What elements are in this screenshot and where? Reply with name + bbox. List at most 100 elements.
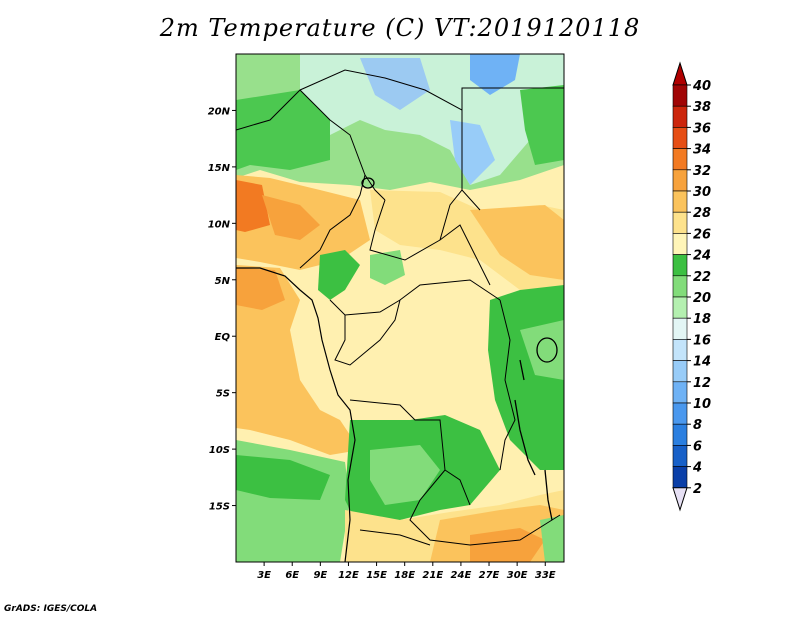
- colorbar-segment: [672, 84, 688, 107]
- colorbar-segment: [672, 233, 688, 255]
- lon-tick-label: 12E: [338, 570, 359, 581]
- colorbar-label: 36: [693, 121, 711, 136]
- colorbar-label: 24: [693, 249, 711, 264]
- lat-tick-label: 20N: [208, 106, 231, 117]
- border-line: [349, 399, 471, 506]
- colorbar-label: 14: [693, 355, 711, 370]
- colorbar-label: 18: [693, 312, 711, 327]
- colorbar-label: 34: [693, 143, 711, 158]
- lon-tick-label: 15E: [366, 570, 387, 581]
- colorbar-segment: [672, 148, 688, 171]
- colorbar-label: 32: [693, 164, 711, 179]
- lon-tick-label: 18E: [394, 570, 415, 581]
- field-green-se: [540, 515, 564, 562]
- field-hot-west: [236, 180, 270, 232]
- colorbar-label: 38: [693, 100, 711, 115]
- country-borders: [236, 69, 564, 546]
- lake-malawi: [544, 469, 553, 521]
- border-line: [461, 87, 564, 110]
- colorbar-label: 20: [693, 291, 711, 306]
- colorbar-label: 26: [693, 227, 711, 242]
- lake-chad: [361, 177, 375, 189]
- lon-tick-label: 9E: [313, 570, 327, 581]
- field-blue-north-2: [470, 54, 520, 95]
- colorbar-label: 12: [693, 376, 711, 391]
- field-green-car: [370, 250, 405, 285]
- field-blue-north-3: [450, 120, 495, 185]
- longitude-axis: 3E 6E 9E 12E 15E 18E 21E 24E 27E 30E 33E: [257, 562, 556, 581]
- field-blue-north-1: [360, 58, 430, 110]
- colorbar-label: 16: [693, 333, 711, 348]
- border-line: [334, 299, 401, 366]
- colorbar-segment: [672, 360, 688, 383]
- lat-tick-label: EQ: [215, 332, 231, 343]
- border-line: [439, 189, 481, 241]
- field-orange-gulf: [236, 265, 360, 455]
- border-line: [236, 89, 386, 201]
- lon-tick-label: 21E: [422, 570, 443, 581]
- lake-victoria: [536, 337, 558, 363]
- colorbar-label: 2: [693, 482, 702, 497]
- colorbar-segment: [672, 402, 688, 425]
- chart-title: 2m Temperature (C) VT:2019120118: [159, 14, 641, 42]
- lat-tick-label: 15S: [209, 502, 230, 513]
- lat-tick-label: 5N: [215, 276, 231, 287]
- border-line: [299, 174, 366, 269]
- field-green-rift-2: [520, 320, 564, 380]
- field-green-ne: [520, 85, 564, 165]
- lake-tanganyika: [514, 399, 536, 476]
- colorbar-high-arrow: [672, 61, 688, 86]
- colorbar-label: 8: [693, 418, 702, 433]
- lon-tick-label: 6E: [285, 570, 299, 581]
- field-orange-west-2: [262, 195, 320, 240]
- lon-tick-label: 33E: [535, 570, 556, 581]
- colorbar-segment: [672, 211, 688, 234]
- colorbar-segment: [672, 317, 688, 340]
- border-line: [409, 469, 561, 546]
- border-line: [369, 199, 491, 286]
- lake-albert: [519, 359, 525, 381]
- lat-tick-label: 15N: [208, 163, 231, 174]
- colorbar-segment: [672, 169, 688, 192]
- colorbar-label: 4: [692, 461, 702, 476]
- field-green-south-atlantic-2: [236, 455, 330, 500]
- colorbar-segment: [672, 254, 688, 277]
- colorbar-label: 10: [693, 397, 711, 412]
- colorbar-label: 28: [693, 206, 711, 221]
- latitude-axis: 20N 15N 10N 5N EQ 5S 10S 15S: [208, 106, 236, 513]
- border-line: [499, 299, 516, 471]
- field-orange-gulf-2: [236, 268, 285, 310]
- colorbar-label: 6: [693, 439, 702, 454]
- colorbar-segment: [672, 190, 688, 213]
- lon-tick-label: 3E: [257, 570, 271, 581]
- colorbar-segment: [672, 381, 688, 404]
- border-line: [299, 69, 463, 190]
- border-line: [359, 529, 431, 546]
- coastline: [236, 267, 356, 562]
- colorbar-segment: [672, 466, 688, 489]
- map-frame: [235, 53, 565, 563]
- colorbar-segment: [672, 339, 688, 361]
- colorbar-label: 22: [693, 270, 711, 285]
- lon-tick-label: 27E: [479, 570, 500, 581]
- colorbar-segment: [672, 296, 688, 319]
- field-green-cameroon: [318, 250, 360, 300]
- colorbar-segment: [672, 105, 688, 128]
- colorbar-low-arrow: [672, 487, 688, 512]
- lat-tick-label: 5S: [216, 389, 230, 400]
- lat-tick-label: 10N: [208, 219, 231, 230]
- colorbar-segment: [672, 275, 688, 298]
- colorbar-segment: [672, 445, 688, 467]
- colorbar-segment: [672, 127, 688, 149]
- credit-text: GrADS: IGES/COLA: [4, 604, 98, 614]
- temperature-field: [236, 54, 564, 562]
- lat-tick-label: 10S: [209, 445, 230, 456]
- field-green-angola-2: [370, 445, 440, 505]
- colorbar-segment: [672, 423, 688, 446]
- field-green-nw: [236, 90, 330, 170]
- lon-tick-label: 30E: [507, 570, 528, 581]
- lakes: [361, 177, 558, 521]
- lon-tick-label: 24E: [451, 570, 472, 581]
